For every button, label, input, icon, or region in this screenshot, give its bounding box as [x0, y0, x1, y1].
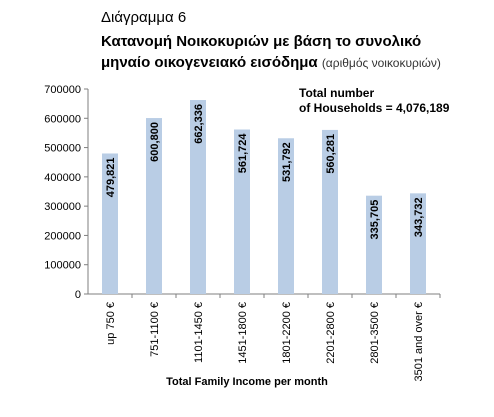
y-tick-label: 300000	[44, 201, 81, 213]
bar	[278, 138, 294, 294]
bar	[366, 195, 382, 294]
y-tick-label: 500000	[44, 143, 81, 155]
x-tick-label: 2801-3500 €	[369, 302, 381, 364]
title-line-2: μηναίο οικογενειακό εισόδημα (αριθμός νο…	[101, 52, 441, 74]
y-tick-label: 100000	[44, 260, 81, 272]
bar-value-label: 343,732	[413, 197, 425, 237]
bar-value-label: 662,336	[193, 104, 205, 144]
title-units: (αριθμός νοικοκυριών)	[321, 56, 441, 70]
bar-value-label: 561,724	[237, 133, 249, 174]
bar-value-label: 600,800	[149, 122, 161, 162]
chart-title: Κατανομή Νοικοκυριών με βάση το συνολικό…	[101, 31, 441, 74]
note-line-1: Total number	[299, 86, 375, 100]
x-tick-label: 3501 and over €	[413, 302, 425, 382]
bar	[190, 100, 206, 294]
x-tick-label: 1101-1450 €	[193, 302, 205, 363]
y-tick-label: 400000	[44, 172, 81, 184]
y-tick-label: 200000	[44, 230, 81, 242]
bar	[322, 129, 338, 294]
bar	[234, 129, 250, 294]
bar-value-label: 560,281	[325, 134, 337, 174]
bar	[410, 193, 426, 294]
y-tick-label: 0	[75, 289, 81, 301]
figure-label: Διάγραμμα 6	[101, 9, 187, 26]
note-line-2: of Households = 4,076,189	[299, 101, 450, 115]
y-tick-label: 600000	[44, 113, 81, 125]
x-tick-label: 1801-2200 €	[281, 302, 293, 364]
x-axis-title: Total Family Income per month	[166, 376, 328, 388]
bar	[146, 118, 162, 295]
bar-value-label: 479,821	[105, 157, 117, 197]
x-tick-label: up 750 €	[105, 302, 117, 345]
x-tick-label: 2201-2800 €	[325, 302, 337, 364]
x-tick-label: 1451-1800 €	[237, 302, 249, 364]
title-line-2-text: μηναίο οικογενειακό εισόδημα	[101, 54, 318, 71]
bar-value-label: 335,705	[369, 200, 381, 240]
x-tick-label: 751-1100 €	[149, 302, 161, 357]
y-tick-label: 700000	[44, 84, 81, 96]
title-line-1: Κατανομή Νοικοκυριών με βάση το συνολικό	[101, 33, 422, 50]
bar	[102, 153, 118, 294]
total-households-note: Total number of Households = 4,076,189	[299, 86, 449, 116]
bar-value-label: 531,792	[281, 142, 293, 182]
